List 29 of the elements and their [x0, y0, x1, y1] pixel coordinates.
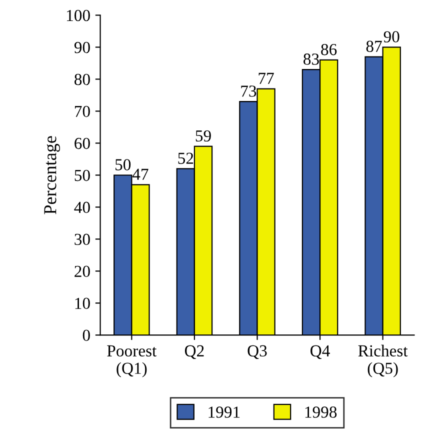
data-label: 90 — [384, 31, 400, 42]
data-label: 77 — [258, 72, 274, 84]
y-tick-label: 90 — [74, 42, 90, 54]
data-label: 59 — [196, 130, 211, 142]
data-label: 52 — [178, 152, 194, 164]
data-label: 83 — [304, 54, 319, 65]
y-tick-label: 20 — [74, 266, 90, 278]
y-tick-label: 100 — [67, 10, 90, 22]
x-tick-label: Q2 — [184, 345, 204, 360]
x-tick-label: Richest (Q5) — [358, 344, 408, 378]
y-tick-label: 0 — [82, 330, 90, 341]
x-tick-label: Q3 — [248, 345, 267, 360]
y-tick-label: 30 — [74, 234, 90, 246]
y-tick-label: 80 — [74, 74, 90, 86]
y-tick-label: 60 — [74, 138, 90, 150]
x-tick-label: Q4 — [310, 345, 330, 360]
y-tick-label: 10 — [75, 298, 90, 310]
y-tick-label: 70 — [74, 106, 90, 118]
y-tick-label: 50 — [74, 170, 90, 182]
data-label: 87 — [366, 40, 382, 52]
legend-label: 1998 — [305, 406, 337, 418]
data-label: 73 — [241, 86, 256, 97]
legend-label: 1991 — [208, 406, 240, 418]
y-tick-label: 40 — [74, 202, 90, 214]
x-tick-label: Poorest (Q1) — [107, 345, 157, 378]
data-label: 47 — [132, 168, 148, 180]
y-axis-title: Percentage — [44, 136, 60, 214]
data-label: 86 — [321, 44, 337, 56]
data-label: 50 — [116, 159, 131, 170]
